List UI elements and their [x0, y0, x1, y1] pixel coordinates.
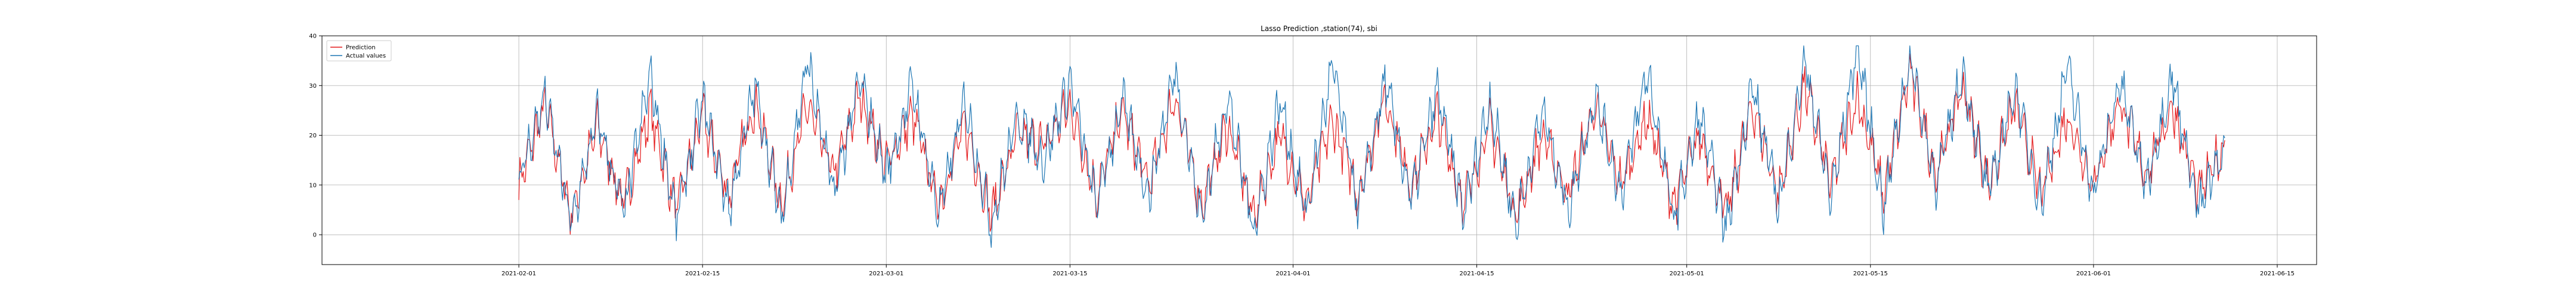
x-tick-label: 2021-04-15	[1460, 271, 1494, 277]
chart-title: Lasso Prediction ,station(74), sbi	[1261, 24, 1377, 33]
x-tick-label: 2021-05-01	[1670, 271, 1704, 277]
y-tick-label: 20	[309, 133, 317, 139]
y-tick-label: 0	[313, 232, 317, 239]
legend-box	[326, 40, 392, 62]
series-lines	[518, 45, 2225, 248]
legend: Prediction Actual values	[326, 40, 392, 62]
y-tick-label: 40	[309, 33, 317, 40]
x-tick-label: 2021-03-01	[869, 271, 903, 277]
y-tick-label: 10	[309, 182, 317, 189]
x-tick-label: 2021-04-01	[1275, 271, 1310, 277]
axis-ticks: 2021-02-01 2021-02-15 2021-03-01 2021-03-15…	[309, 33, 2295, 278]
x-tick-label: 2021-03-15	[1052, 271, 1087, 277]
series-line-actual-values	[518, 45, 2225, 248]
legend-label: Prediction	[346, 45, 376, 51]
x-tick-label: 2021-06-15	[2260, 271, 2295, 277]
x-tick-label: 2021-02-01	[501, 271, 536, 277]
plot-area	[321, 35, 2317, 265]
x-tick-label: 2021-02-15	[685, 271, 720, 277]
series-line-prediction	[518, 53, 2225, 235]
x-tick-label: 2021-05-15	[1853, 271, 1888, 277]
x-tick-label: 2021-06-01	[2076, 271, 2111, 277]
y-tick-label: 30	[309, 83, 317, 90]
legend-label: Actual values	[346, 53, 386, 60]
